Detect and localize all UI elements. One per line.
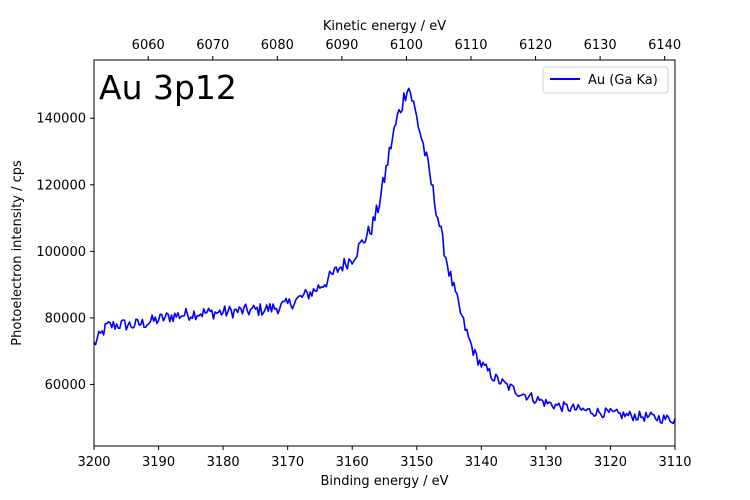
top-x-axis-label: Kinetic energy / eV: [323, 19, 446, 34]
x-axis-label: Binding energy / eV: [320, 474, 448, 489]
top-x-tick-label: 6080: [261, 38, 294, 53]
series-line: [93, 87, 676, 425]
x-tick-label: 3150: [400, 455, 433, 470]
top-x-tick-label: 6120: [519, 38, 552, 53]
plot-area: [94, 60, 675, 446]
y-tick-label: 100000: [36, 245, 86, 260]
x-tick-label: 3190: [142, 455, 175, 470]
plot-frame: [93, 59, 676, 447]
y-tick-label: 120000: [36, 178, 86, 193]
x-tick-label: 3160: [336, 455, 369, 470]
top-x-tick-label: 6130: [584, 38, 617, 53]
x-tick-label: 3130: [529, 455, 562, 470]
x-tick-label: 3180: [207, 455, 240, 470]
series-layer: [93, 87, 676, 425]
legend: Au (Ga Ka): [542, 66, 669, 94]
x-tick-label: 3200: [77, 455, 110, 470]
x-tick-label: 3110: [658, 455, 691, 470]
top-x-tick-label: 6100: [390, 38, 423, 53]
left-axis: 60000 80000 100000 120000 140000: [36, 112, 94, 393]
y-tick-label: 80000: [45, 311, 86, 326]
y-tick-label: 60000: [45, 378, 86, 393]
legend-box: [542, 66, 669, 94]
top-x-tick-label: 6140: [648, 38, 681, 53]
bottom-axis: 3200 3190 3180 3170 3160 3150 3140 3130 3120 3110: [77, 446, 692, 470]
top-x-tick-label: 6090: [325, 38, 358, 53]
chart-annotation: Au 3p12: [99, 68, 237, 107]
y-axis-label: Photoelectron intensity / cps: [10, 160, 25, 346]
top-x-tick-label: 6060: [132, 38, 165, 53]
top-x-tick-label: 6070: [196, 38, 229, 53]
x-tick-label: 3140: [465, 455, 498, 470]
x-tick-label: 3120: [594, 455, 627, 470]
top-x-tick-label: 6110: [454, 38, 487, 53]
legend-label: Au (Ga Ka): [588, 73, 658, 88]
y-tick-label: 140000: [36, 112, 86, 127]
top-axis: 6060 6070 6080 6090 6100 6110 6120 6130 6140: [132, 38, 681, 60]
x-tick-label: 3170: [271, 455, 304, 470]
